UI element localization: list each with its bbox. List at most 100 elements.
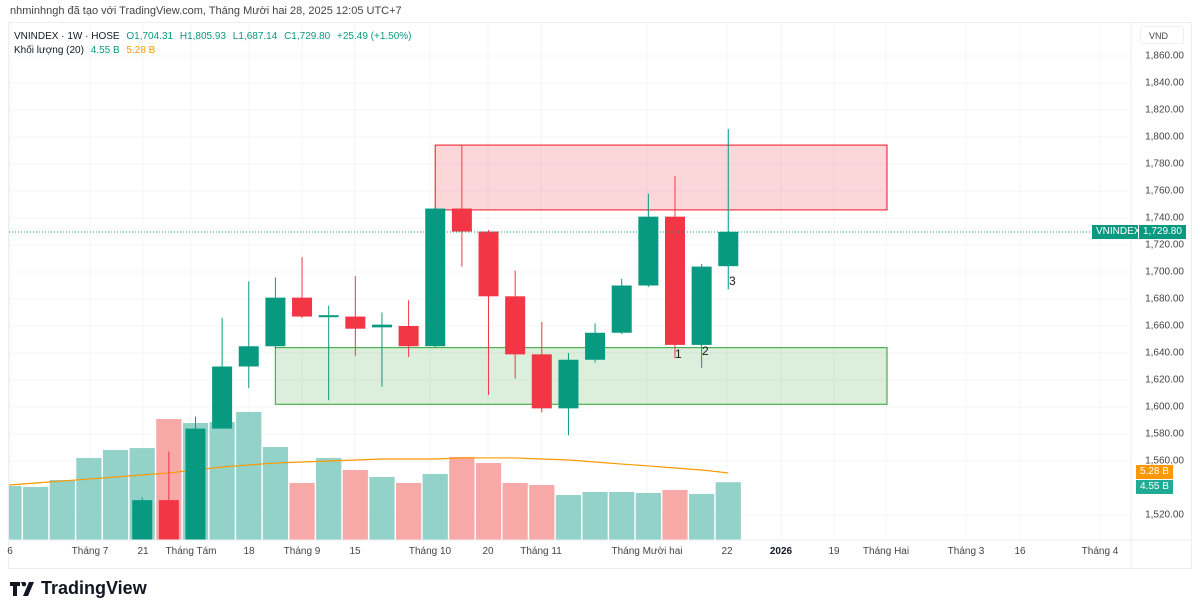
- candle-body: [238, 346, 259, 367]
- time-tick-label: Tháng Mười hai: [611, 546, 683, 557]
- price-tick-label: 1,640.00: [1145, 347, 1184, 359]
- resistance-zone: [434, 144, 888, 211]
- candle: [398, 300, 419, 358]
- time-tick-label: 21: [137, 546, 149, 557]
- candle: [345, 276, 366, 356]
- legend-ohlc-row: VNINDEX · 1W · HOSE O1,704.31 H1,805.93 …: [14, 30, 416, 44]
- legend-symbol[interactable]: VNINDEX · 1W · HOSE: [14, 31, 120, 42]
- candle: [318, 305, 339, 401]
- volume-bars: [9, 411, 741, 540]
- volume-bar: [9, 486, 22, 540]
- price-tick-label: 1,580.00: [1145, 428, 1184, 440]
- price-tick-label: 1,620.00: [1145, 374, 1184, 386]
- volume-bar: [49, 480, 75, 540]
- tradingview-logo[interactable]: TradingView: [10, 578, 147, 599]
- candle-body: [585, 332, 606, 360]
- time-tick-label: 2026: [769, 546, 793, 557]
- candle: [558, 353, 579, 436]
- time-tick-label: Tháng 4: [1081, 546, 1119, 557]
- legend-volume-label[interactable]: Khối lượng (20): [14, 45, 84, 56]
- price-tick-label: 1,680.00: [1145, 293, 1184, 305]
- volume-bar: [262, 447, 288, 540]
- volume-bar: [635, 493, 661, 540]
- time-tick-label: Tháng 11: [520, 546, 562, 557]
- candle: [158, 451, 179, 540]
- candle: [238, 281, 259, 389]
- volume-bar: [609, 491, 635, 540]
- volume-bar: [422, 473, 448, 540]
- volume-bar: [369, 477, 395, 540]
- volume-bar: [289, 482, 315, 540]
- price-tick-label: 1,520.00: [1145, 509, 1184, 521]
- candle: [265, 277, 286, 349]
- candle-body: [292, 297, 313, 317]
- candle-body: [371, 324, 392, 328]
- volume-bar: [529, 485, 555, 540]
- volume-bar: [582, 491, 608, 540]
- time-tick-label: Tháng 7: [71, 546, 109, 557]
- candle: [585, 323, 606, 363]
- candle-body: [638, 216, 659, 286]
- legend: VNINDEX · 1W · HOSE O1,704.31 H1,805.93 …: [14, 30, 416, 58]
- legend-open: O1,704.31: [126, 31, 174, 42]
- currency-button[interactable]: VND: [1140, 26, 1184, 44]
- price-tick-label: 1,600.00: [1145, 401, 1184, 413]
- candle: [451, 145, 472, 267]
- support-zone: [274, 347, 888, 405]
- candle-body: [212, 366, 233, 429]
- volume-bar: [236, 411, 262, 540]
- volume-ma-line: [9, 457, 729, 486]
- price-tick-label: 1,860.00: [1145, 50, 1184, 62]
- candle-body: [665, 216, 685, 345]
- price-tick-label: 1,560.00: [1145, 455, 1184, 467]
- brand-name: TradingView: [41, 578, 147, 598]
- volume-bar: [502, 482, 528, 540]
- candle-body: [158, 500, 179, 540]
- volume-tag: 4.55 B: [1136, 480, 1173, 494]
- price-tick-label: 1,760.00: [1145, 185, 1184, 197]
- candle-annotation-2: 2: [702, 344, 709, 358]
- time-tick-label: Tháng 3: [947, 546, 985, 557]
- candle: [691, 263, 712, 368]
- legend-volume-value: 4.55 B: [90, 45, 120, 56]
- volume-ma: [9, 457, 729, 486]
- volume-bar: [555, 495, 582, 540]
- candle-body: [611, 285, 632, 333]
- legend-low: L1,687.14: [232, 31, 278, 42]
- time-tick-label: 22: [721, 546, 733, 557]
- price-tick-label: 1,780.00: [1145, 158, 1184, 170]
- volume-bar: [475, 463, 502, 540]
- candle-body: [398, 326, 419, 347]
- legend-volume-ma-value: 5.28 B: [126, 45, 156, 56]
- chart-panel[interactable]: [8, 22, 1192, 569]
- candle: [718, 128, 739, 290]
- legend-close: C1,729.80: [284, 31, 331, 42]
- candle-body: [558, 359, 579, 409]
- price-tick-label: 1,660.00: [1145, 320, 1184, 332]
- price-tick-label: 1,740.00: [1145, 212, 1184, 224]
- candle-body: [505, 296, 526, 355]
- candle-body: [691, 266, 712, 345]
- candle-body: [185, 428, 206, 540]
- candles: [132, 128, 739, 540]
- volume-bar: [76, 457, 102, 540]
- candle-body: [718, 231, 739, 267]
- time-tick-label: Tháng 10: [408, 546, 452, 557]
- candle-annotation-3: 3: [729, 274, 736, 288]
- volume-ma-tag: 5.28 B: [1136, 465, 1173, 479]
- time-tick-label: 20: [482, 546, 494, 557]
- candle: [531, 321, 552, 413]
- candle: [478, 230, 499, 395]
- candle: [185, 416, 206, 540]
- time-tick-label: 6: [7, 546, 13, 557]
- candle-body: [318, 315, 339, 318]
- legend-volume-row: Khối lượng (20) 4.55 B 5.28 B: [14, 44, 416, 58]
- price-tick-label: 1,700.00: [1145, 266, 1184, 278]
- price-tick-label: 1,820.00: [1145, 104, 1184, 116]
- volume-bar: [449, 456, 475, 540]
- last-symbol-tag: VNINDEX: [1092, 225, 1145, 239]
- time-tick-label: Tháng 9: [283, 546, 321, 557]
- candle-annotation-1: 1: [675, 347, 682, 361]
- attribution-text: nhminhngh đã tạo với TradingView.com, Th…: [10, 5, 402, 17]
